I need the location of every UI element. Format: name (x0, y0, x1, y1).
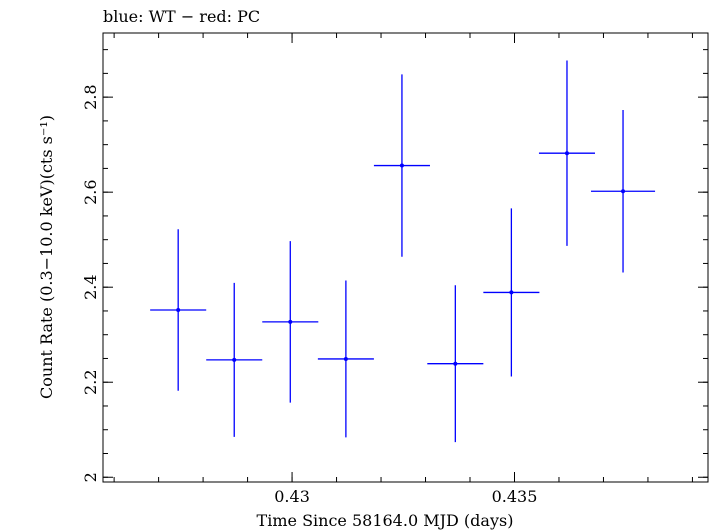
chart-title: blue: WT − red: PC (103, 7, 260, 26)
y-tick-label: 2.4 (81, 274, 100, 299)
data-marker (453, 361, 458, 366)
data-marker (564, 151, 569, 156)
data-marker (399, 163, 404, 168)
x-tick-label: 0.43 (274, 487, 310, 506)
data-marker (621, 189, 626, 194)
data-point (591, 109, 656, 273)
data-points (150, 60, 656, 443)
y-tick-label: 2.8 (81, 84, 100, 109)
data-point (373, 74, 430, 257)
data-marker (343, 356, 348, 361)
axis-ticks: 0.43 0.435 2 2.2 2.4 2.6 2.8 (81, 33, 708, 506)
data-point (150, 229, 207, 391)
data-point (538, 60, 596, 246)
data-point (317, 280, 374, 438)
x-axis-label: Time Since 58164.0 MJD (days) (257, 511, 514, 530)
data-point (427, 285, 484, 443)
y-tick-label: 2.2 (81, 369, 100, 394)
data-marker (509, 290, 514, 295)
data-point (206, 282, 263, 437)
y-tick-label: 2 (81, 472, 100, 482)
data-marker (232, 357, 237, 362)
y-tick-label: 2.6 (81, 179, 100, 204)
data-marker (176, 308, 181, 313)
x-tick-label: 0.435 (492, 487, 538, 506)
data-point (262, 241, 319, 403)
data-marker (288, 319, 293, 324)
data-point (483, 208, 540, 377)
plot-frame (102, 32, 709, 483)
y-axis-label: Count Rate (0.3−10.0 keV)(cts s⁻¹) (37, 115, 56, 399)
